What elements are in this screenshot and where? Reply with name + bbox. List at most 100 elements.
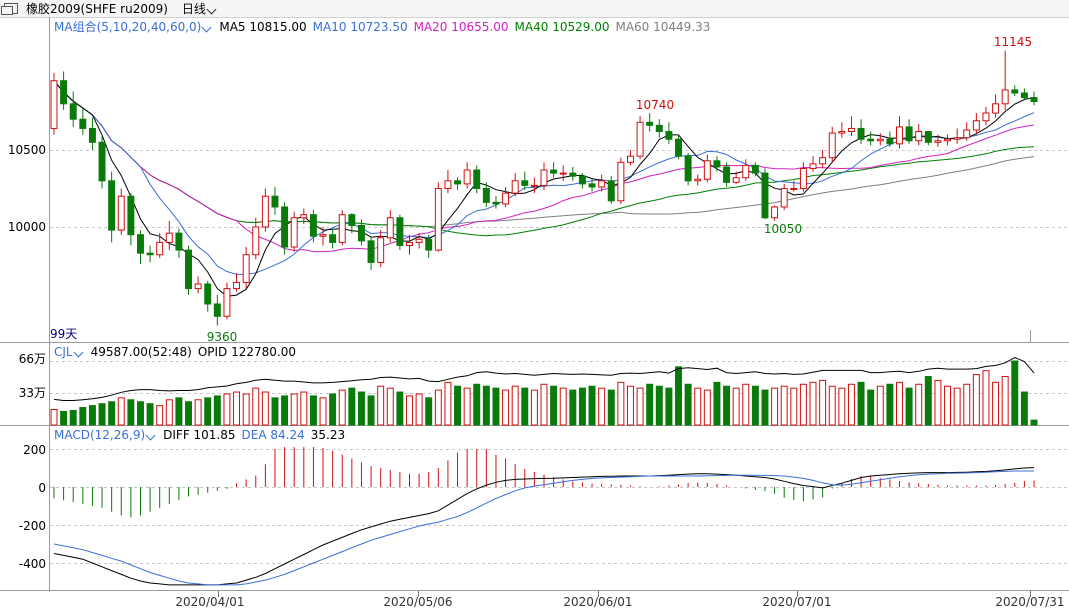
chevron-down-icon[interactable]: [145, 430, 156, 441]
ma40-value: MA40 10529.00: [514, 19, 610, 34]
volume-bar-79: [809, 381, 817, 426]
candle-body-94: [953, 137, 961, 140]
candle-71: [732, 171, 740, 184]
candle-body-65: [675, 138, 682, 157]
volume-bar-56: [588, 385, 596, 426]
candle-59: [617, 157, 625, 204]
candle-57: [598, 174, 606, 192]
volume-bar-33: [367, 395, 375, 426]
candle-23: [271, 186, 279, 215]
candle-76: [780, 183, 788, 211]
candle-34: [377, 230, 385, 268]
volume-bar-73: [751, 385, 759, 426]
ma60-value: MA60 10449.33: [615, 19, 711, 34]
annotation-low-9360: 9360: [207, 330, 238, 344]
candle-body-91: [924, 131, 932, 143]
candle-body-27: [309, 214, 317, 237]
candle-body-2: [69, 103, 77, 120]
candle-body-58: [607, 180, 615, 202]
volume-bar-67: [694, 387, 702, 426]
volume-bar-76: [780, 385, 788, 426]
period-selector[interactable]: 日线: [182, 0, 218, 17]
candle-body-45: [482, 188, 490, 203]
candle-body-46: [492, 201, 500, 205]
opid-value: OPID 122780.00: [197, 345, 296, 359]
volume-bar-9: [136, 401, 144, 426]
ma40-line: [53, 80, 1035, 237]
candle-body-11: [156, 241, 164, 256]
candle-body-57: [598, 180, 606, 188]
candle-body-34: [377, 237, 385, 263]
volume-bar-7: [117, 397, 125, 426]
ma10-value: MA10 10723.50: [312, 19, 408, 34]
candle-81: [828, 126, 836, 163]
candle-body-48: [511, 180, 519, 194]
candle-15: [194, 276, 202, 294]
candle-body-88: [896, 126, 903, 145]
candle-body-51: [540, 169, 548, 186]
volume-bar-99: [1001, 376, 1009, 426]
candle-53: [559, 165, 567, 181]
candle-body-1: [60, 80, 68, 105]
candle-89: [905, 119, 913, 144]
candle-47: [502, 186, 510, 207]
candle-45: [482, 182, 490, 207]
macd-label-200: 200: [23, 443, 46, 457]
candle-7: [117, 188, 125, 235]
candle-83: [847, 116, 855, 137]
volume-bar-60: [626, 385, 634, 426]
ma-group-selector[interactable]: MA组合(5,10,20,40,60,0): [54, 18, 213, 35]
volume-indicator-selector[interactable]: CJL: [54, 345, 85, 359]
candle-body-66: [684, 155, 692, 182]
volume-bar-90: [915, 383, 923, 426]
ma-legend: MA组合(5,10,20,40,60,0) MA5 10815.00 MA10 …: [54, 18, 710, 35]
candle-78: [799, 162, 807, 192]
volume-bar-28: [319, 397, 327, 426]
candle-32: [357, 219, 365, 246]
volume-bar-37: [406, 395, 413, 426]
candle-body-95: [963, 129, 971, 139]
window-restore-icon[interactable]: [1, 3, 18, 15]
chevron-down-icon[interactable]: [206, 4, 217, 15]
candle-4: [88, 117, 96, 150]
candle-body-68: [703, 160, 711, 180]
candle-51: [540, 162, 548, 191]
candle-97: [982, 106, 990, 126]
candle-85: [867, 131, 875, 146]
volume-bar-21: [252, 387, 260, 426]
volume-bar-31: [348, 387, 356, 426]
candle-body-24: [281, 206, 289, 248]
candle-100: [1011, 85, 1019, 97]
candle-body-96: [972, 120, 980, 131]
candle-body-49: [521, 180, 529, 186]
candle-body-56: [588, 183, 596, 188]
volume-bar-3: [79, 407, 87, 426]
candle-25: [290, 211, 298, 252]
candle-69: [713, 156, 721, 172]
ma10-line: [53, 80, 1035, 275]
candle-body-99: [1001, 89, 1009, 105]
candle-body-32: [357, 224, 365, 242]
candle-body-83: [847, 127, 855, 133]
chevron-down-icon[interactable]: [201, 22, 212, 33]
candle-body-19: [233, 281, 241, 290]
candle-body-50: [530, 184, 538, 187]
date-label-0401: 2020/04/01: [175, 595, 244, 609]
candle-80: [819, 150, 827, 169]
volume-bar-89: [905, 387, 913, 426]
candle-70: [723, 162, 731, 187]
candle-98: [992, 94, 1000, 118]
volume-bar-1: [60, 410, 68, 426]
candle-68: [703, 154, 711, 183]
chevron-down-icon[interactable]: [73, 347, 84, 358]
candle-0: [50, 73, 58, 135]
volume-bar-10: [146, 403, 154, 426]
candle-75: [771, 205, 779, 221]
candle-48: [511, 173, 519, 197]
candle-26: [300, 208, 308, 224]
macd-indicator-selector[interactable]: MACD(12,26,9): [54, 428, 157, 442]
symbol-name[interactable]: 橡胶2009(SHFE ru2009): [26, 2, 168, 16]
candle-body-67: [694, 178, 702, 182]
price-label-10000: 10000: [8, 220, 46, 234]
